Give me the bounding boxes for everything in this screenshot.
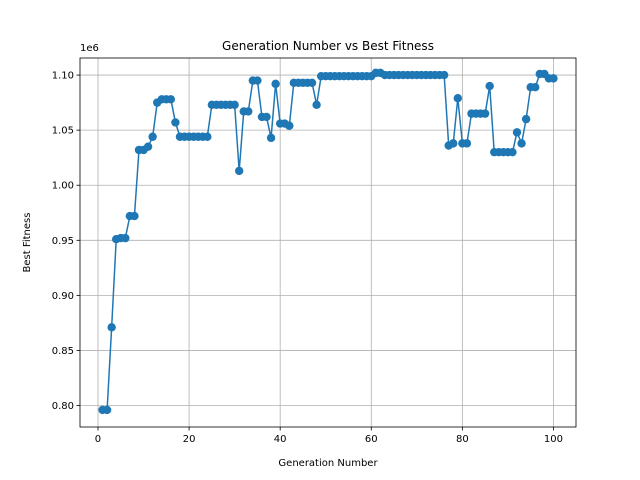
data-point xyxy=(312,100,321,110)
data-point xyxy=(130,211,139,221)
data-point xyxy=(107,323,116,332)
data-point xyxy=(266,133,276,143)
data-point xyxy=(512,128,522,137)
data-point xyxy=(480,109,490,118)
data-point xyxy=(307,78,317,87)
data-point xyxy=(462,139,472,148)
data-point xyxy=(517,139,526,148)
data-point xyxy=(531,82,540,92)
y-tick-label: 0.90 xyxy=(52,291,74,302)
x-tick-label: 60 xyxy=(365,434,378,445)
data-point xyxy=(508,147,517,157)
data-point xyxy=(521,114,531,124)
data-point xyxy=(549,74,558,83)
x-tick-label: 80 xyxy=(456,434,469,445)
data-point xyxy=(453,94,463,103)
y-tick-label: 0.80 xyxy=(52,401,74,412)
data-point xyxy=(143,142,153,151)
y-tick-label: 1.10 xyxy=(52,71,74,82)
y-tick-label: 0.85 xyxy=(52,346,74,357)
data-point xyxy=(485,81,494,91)
chart-title: Generation Number vs Best Fitness xyxy=(222,39,434,53)
x-tick-label: 40 xyxy=(274,434,287,445)
data-point xyxy=(449,139,458,148)
x-tick-label: 20 xyxy=(183,434,196,445)
data-point xyxy=(230,100,239,110)
data-point xyxy=(439,70,449,80)
y-tick-label: 1.00 xyxy=(52,181,74,192)
plot-frame xyxy=(79,57,577,428)
data-point xyxy=(285,121,294,130)
tick-layer: 0 20 40 60 80 100 0.80 0.85 0.90 0.95 1.00 1.05 1.10 xyxy=(52,71,563,445)
y-offset-label: 1e6 xyxy=(80,43,99,54)
data-point xyxy=(253,76,262,85)
y-tick-label: 0.95 xyxy=(52,236,74,247)
data-point xyxy=(121,233,130,243)
data-point xyxy=(171,118,180,127)
x-axis-label: Generation Number xyxy=(278,458,378,469)
data-point xyxy=(203,132,212,141)
data-point xyxy=(271,79,280,89)
data-point xyxy=(234,166,244,176)
data-point xyxy=(148,132,157,141)
x-tick-label: 100 xyxy=(544,434,563,445)
series-layer xyxy=(98,68,558,415)
data-point xyxy=(262,112,271,122)
y-tick-label: 1.05 xyxy=(52,126,74,137)
y-axis-label: Best Fitness xyxy=(22,213,33,273)
data-point xyxy=(166,95,176,104)
data-point xyxy=(102,405,112,415)
x-tick-label: 0 xyxy=(95,434,101,445)
data-point xyxy=(244,107,253,116)
